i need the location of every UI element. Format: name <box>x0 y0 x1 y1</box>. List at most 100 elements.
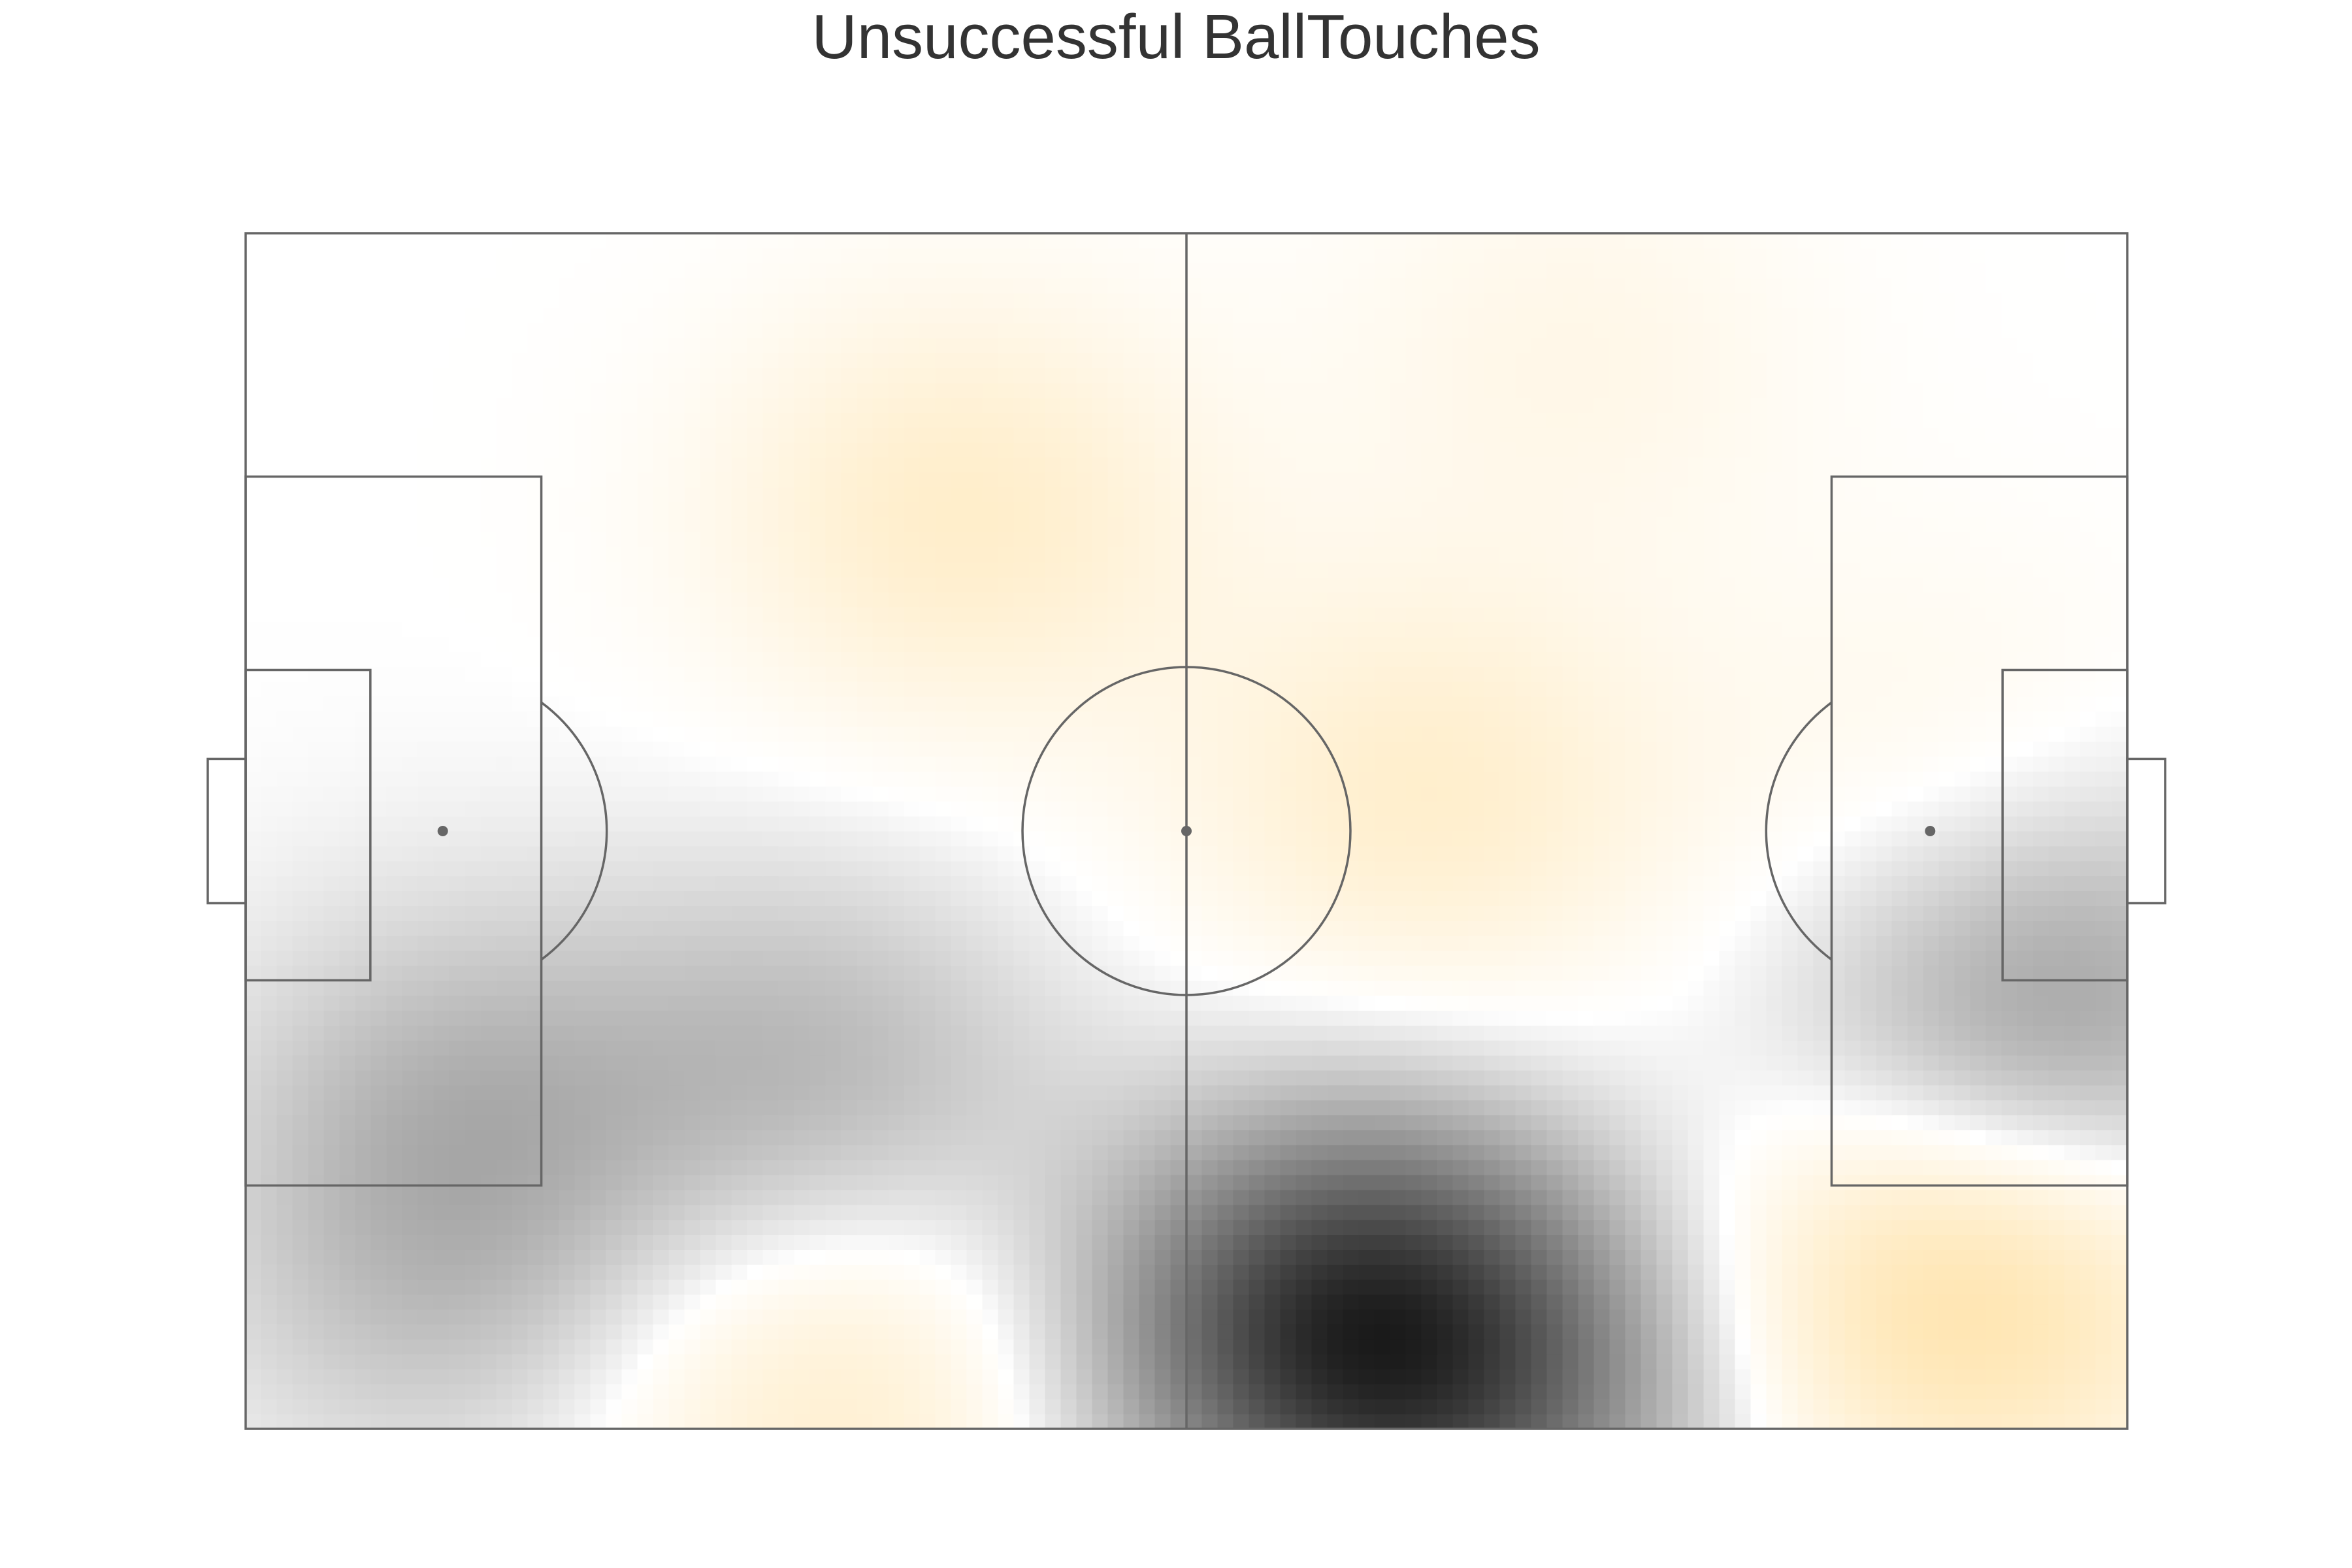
heat-cell <box>982 1383 999 1399</box>
heat-cell <box>1499 1264 1516 1280</box>
heat-cell <box>809 1383 826 1399</box>
heat-cell <box>1076 1189 1093 1205</box>
heat-cell <box>1201 1070 1218 1086</box>
heat-cell <box>1358 1159 1375 1175</box>
heat-cell <box>1358 905 1375 921</box>
heat-cell <box>1045 1398 1062 1414</box>
heat-cell <box>2017 1279 2034 1295</box>
heat-cell <box>1782 995 1799 1011</box>
heat-cell <box>762 1279 779 1295</box>
heat-cell <box>1829 1219 1846 1235</box>
heat-cell <box>402 1130 419 1145</box>
heat-cell <box>1593 1398 1610 1414</box>
heat-cell <box>1374 1174 1391 1190</box>
heat-cell <box>1264 1174 1281 1190</box>
heat-cell <box>1170 1174 1187 1190</box>
heat-cell <box>1813 1144 1830 1160</box>
heat-cell <box>512 1085 529 1101</box>
heat-cell <box>1249 1309 1266 1325</box>
heat-cell <box>935 950 952 966</box>
heat-cell <box>1782 1383 1799 1399</box>
heat-cell <box>606 1309 623 1325</box>
heat-cell <box>417 1024 434 1041</box>
heat-cell <box>1609 1174 1626 1190</box>
heat-cell <box>2095 935 2112 951</box>
heat-cell <box>1468 1339 1485 1355</box>
heat-cell <box>919 1234 936 1250</box>
heat-cell <box>700 860 717 877</box>
heat-cell <box>417 1039 434 1056</box>
heat-cell <box>1123 815 1140 832</box>
heat-cell <box>762 1024 779 1041</box>
heat-cell <box>1249 950 1266 966</box>
heat-cell <box>1938 965 1955 981</box>
heat-cell <box>919 830 936 847</box>
heat-cell <box>308 890 325 906</box>
heat-cell <box>1170 1204 1187 1220</box>
heat-cell <box>1609 1010 1626 1026</box>
heat-cell <box>1092 1085 1109 1101</box>
heat-cell <box>982 1324 999 1340</box>
heat-cell <box>308 980 325 996</box>
heat-cell <box>684 1219 701 1235</box>
heat-cell <box>1546 980 1563 996</box>
heat-cell <box>2033 890 2050 906</box>
heat-cell <box>1625 920 1642 936</box>
heat-cell <box>1452 1070 1469 1086</box>
heat-cell <box>1280 1234 1297 1250</box>
heat-cell <box>621 1354 638 1369</box>
heat-cell <box>1452 1204 1469 1220</box>
heat-cell <box>1672 965 1689 981</box>
heat-cell <box>1358 800 1375 817</box>
heat-cell <box>919 1159 936 1175</box>
heat-cell <box>433 1100 450 1116</box>
heat-cell <box>715 1279 732 1295</box>
heat-cell <box>841 1264 858 1280</box>
heat-cell <box>919 1010 936 1026</box>
heat-cell <box>1562 1039 1579 1056</box>
heat-cell <box>1938 1204 1955 1220</box>
heat-cell <box>1531 980 1548 996</box>
heat-cell <box>778 1279 795 1295</box>
heat-cell <box>1750 875 1767 891</box>
heat-cell <box>606 1039 623 1056</box>
heat-cell <box>1233 1039 1250 1056</box>
heat-cell <box>747 875 764 891</box>
heat-cell <box>2001 1144 2018 1160</box>
heat-cell <box>574 935 591 951</box>
heat-cell <box>1985 1039 2002 1056</box>
heat-cell <box>715 1204 732 1220</box>
heat-cell <box>1797 995 1814 1011</box>
heat-cell <box>1107 1039 1124 1056</box>
heat-cell <box>919 1354 936 1369</box>
heat-cell <box>574 1189 591 1205</box>
heat-cell <box>1499 875 1516 891</box>
heat-cell <box>935 1294 952 1310</box>
heat-cell <box>2033 1070 2050 1086</box>
heat-cell <box>778 890 795 906</box>
heat-cell <box>857 830 874 847</box>
heat-cell <box>496 965 513 981</box>
heat-cell <box>2001 1010 2018 1026</box>
heat-cell <box>402 1369 419 1384</box>
heat-cell <box>245 1219 262 1235</box>
heat-cell <box>1311 980 1328 996</box>
heat-cell <box>1499 1324 1516 1340</box>
heat-cell <box>1782 1309 1799 1325</box>
heat-cell <box>1076 935 1093 951</box>
heat-cell <box>1499 950 1516 966</box>
heat-cell <box>2111 815 2128 832</box>
heat-cell <box>449 1070 466 1086</box>
heat-cell <box>1578 1219 1595 1235</box>
heat-cell <box>857 1130 874 1145</box>
heat-cell <box>2048 1369 2065 1384</box>
heat-cell <box>809 845 826 862</box>
heat-cell <box>1390 800 1407 817</box>
heat-cell <box>1813 845 1830 862</box>
heat-cell <box>872 935 889 951</box>
heat-cell <box>857 1383 874 1399</box>
heat-cell <box>1844 1189 1861 1205</box>
heat-cell <box>1531 965 1548 981</box>
heat-cell <box>1844 1234 1861 1250</box>
heat-cell <box>449 950 466 966</box>
